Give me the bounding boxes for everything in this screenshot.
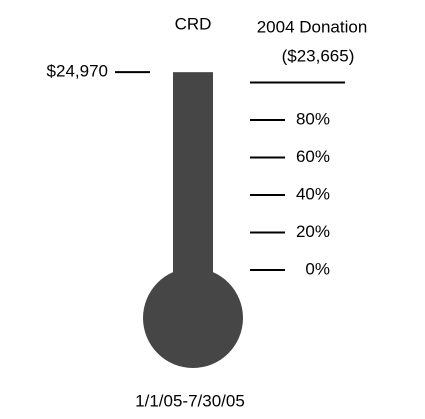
tick-label: 40% — [296, 184, 330, 203]
goal-label: ($23,665) — [282, 46, 355, 65]
mercury — [173, 72, 213, 300]
tick-label: 20% — [296, 222, 330, 241]
bulb — [143, 268, 243, 368]
tick-label: 60% — [296, 147, 330, 166]
x-label: 1/1/05-7/30/05 — [135, 391, 245, 410]
tick-label: 80% — [296, 109, 330, 128]
chart-title: CRD — [175, 14, 212, 33]
value-label: $24,970 — [47, 62, 108, 81]
goal-title: 2004 Donation — [257, 17, 368, 36]
tick-label: 0% — [305, 259, 330, 278]
